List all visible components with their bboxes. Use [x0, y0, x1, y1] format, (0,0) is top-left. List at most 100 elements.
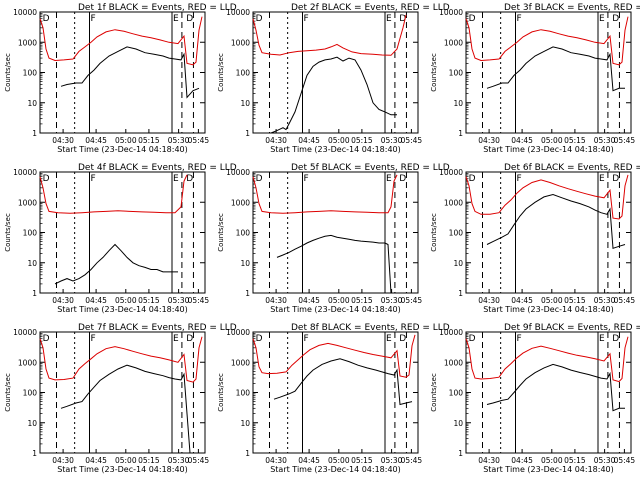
region-annotation: D: [399, 14, 406, 24]
y-tick-label: 10: [27, 419, 37, 428]
events-series-line: [486, 46, 625, 92]
x-tick-label: 05:45: [188, 136, 210, 145]
region-annotation: D: [612, 334, 619, 344]
x-axis-label: Start Time (23-Dec-14 04:18:40): [483, 305, 614, 314]
x-tick-label: 05:30: [381, 136, 403, 145]
x-tick-label: 05:15: [351, 296, 373, 305]
x-tick-label: 04:30: [478, 136, 500, 145]
y-tick-label: 1: [245, 289, 250, 298]
chart-panel-3: Det 3f BLACK = Events, RED = LLD10000100…: [430, 3, 640, 154]
x-tick-label: 04:30: [265, 456, 287, 465]
y-tick-label: 1: [32, 289, 37, 298]
y-tick-label: 1: [245, 449, 250, 458]
region-annotation: E: [386, 334, 392, 344]
lld-series-line: [252, 334, 416, 378]
x-tick-label: 05:00: [541, 456, 563, 465]
x-tick-label: 05:30: [594, 456, 616, 465]
y-axis-label: Counts/sec: [217, 53, 225, 92]
y-axis-label: Counts/sec: [4, 53, 12, 92]
y-axis-label: Counts/sec: [217, 373, 225, 412]
x-tick-label: 05:30: [168, 456, 190, 465]
region-annotation: D: [186, 14, 193, 24]
x-tick-label: 05:00: [328, 136, 350, 145]
y-tick-label: 100: [236, 69, 251, 78]
x-tick-label: 04:30: [52, 296, 74, 305]
y-tick-label: 10: [240, 259, 250, 268]
y-tick-label: 100: [449, 229, 464, 238]
region-annotation: F: [517, 174, 522, 184]
region-annotation: D: [612, 174, 619, 184]
x-tick-label: 04:30: [265, 296, 287, 305]
events-series-line: [486, 193, 626, 249]
x-tick-label: 05:15: [564, 456, 586, 465]
lld-series-line: [252, 14, 407, 56]
lld-series-line: [465, 16, 629, 66]
chart-panel-9: Det 9f BLACK = Events, RED = LLD10000100…: [430, 323, 640, 474]
y-tick-label: 10: [453, 419, 463, 428]
y-tick-label: 100: [236, 389, 251, 398]
x-tick-label: 05:00: [115, 136, 137, 145]
x-tick-label: 05:15: [564, 296, 586, 305]
y-tick-label: 10000: [226, 8, 250, 17]
x-axis-label: Start Time (23-Dec-14 04:18:40): [270, 305, 401, 314]
y-tick-label: 10000: [13, 328, 37, 337]
chart-panel-7: Det 7f BLACK = Events, RED = LLD10000100…: [4, 323, 237, 474]
plot-frame: [465, 171, 632, 294]
y-tick-label: 10000: [439, 168, 463, 177]
y-tick-label: 10: [453, 99, 463, 108]
y-tick-label: 100: [23, 229, 38, 238]
plot-frame: [465, 331, 632, 454]
region-annotation: F: [91, 14, 96, 24]
y-tick-label: 1: [32, 129, 37, 138]
x-tick-label: 05:30: [168, 296, 190, 305]
y-tick-label: 10000: [439, 328, 463, 337]
y-axis-label: Counts/sec: [430, 373, 438, 412]
region-annotation: D: [399, 174, 406, 184]
y-axis-label: Counts/sec: [4, 373, 12, 412]
y-tick-label: 10000: [439, 8, 463, 17]
chart-panel-8: Det 8f BLACK = Events, RED = LLD10000100…: [217, 323, 450, 474]
x-axis-label: Start Time (23-Dec-14 04:18:40): [483, 465, 614, 474]
lld-series-line: [39, 336, 203, 383]
y-tick-label: 1000: [444, 198, 463, 207]
region-annotation: F: [517, 14, 522, 24]
y-tick-label: 1000: [444, 358, 463, 367]
region-annotation: E: [386, 174, 392, 184]
x-tick-label: 05:30: [381, 296, 403, 305]
x-tick-label: 05:45: [401, 136, 423, 145]
y-tick-label: 10: [27, 99, 37, 108]
x-tick-label: 05:15: [138, 456, 160, 465]
region-annotation: D: [612, 14, 619, 24]
region-annotation: F: [91, 334, 96, 344]
chart-panel-5: Det 5f BLACK = Events, RED = LLD10000100…: [217, 163, 450, 314]
x-tick-label: 05:00: [115, 296, 137, 305]
x-axis-label: Start Time (23-Dec-14 04:18:40): [270, 465, 401, 474]
y-tick-label: 1: [32, 449, 37, 458]
y-axis-label: Counts/sec: [430, 213, 438, 252]
y-tick-label: 1000: [18, 38, 37, 47]
x-tick-label: 04:45: [85, 136, 107, 145]
events-series-line: [270, 56, 397, 134]
chart-title: Det 6f BLACK = Events, RED = LLD: [504, 163, 640, 173]
y-tick-label: 10000: [13, 8, 37, 17]
events-series-line: [54, 243, 178, 285]
region-annotation: F: [304, 14, 309, 24]
y-tick-label: 100: [236, 229, 251, 238]
events-series-line: [60, 46, 200, 99]
x-tick-label: 05:45: [401, 296, 423, 305]
x-tick-label: 05:00: [328, 296, 350, 305]
region-annotation: D: [186, 174, 193, 184]
y-tick-label: 1000: [444, 38, 463, 47]
x-tick-label: 05:00: [328, 456, 350, 465]
x-tick-label: 05:45: [401, 456, 423, 465]
y-tick-label: 1: [458, 129, 463, 138]
y-tick-label: 1000: [231, 38, 250, 47]
x-axis-label: Start Time (23-Dec-14 04:18:40): [57, 305, 188, 314]
region-annotation: D: [256, 334, 263, 344]
y-tick-label: 10: [240, 99, 250, 108]
chart-title: Det 2f BLACK = Events, RED = LLD: [291, 3, 450, 13]
x-tick-label: 04:30: [478, 456, 500, 465]
region-annotation: E: [173, 14, 179, 24]
y-tick-label: 1000: [231, 358, 250, 367]
